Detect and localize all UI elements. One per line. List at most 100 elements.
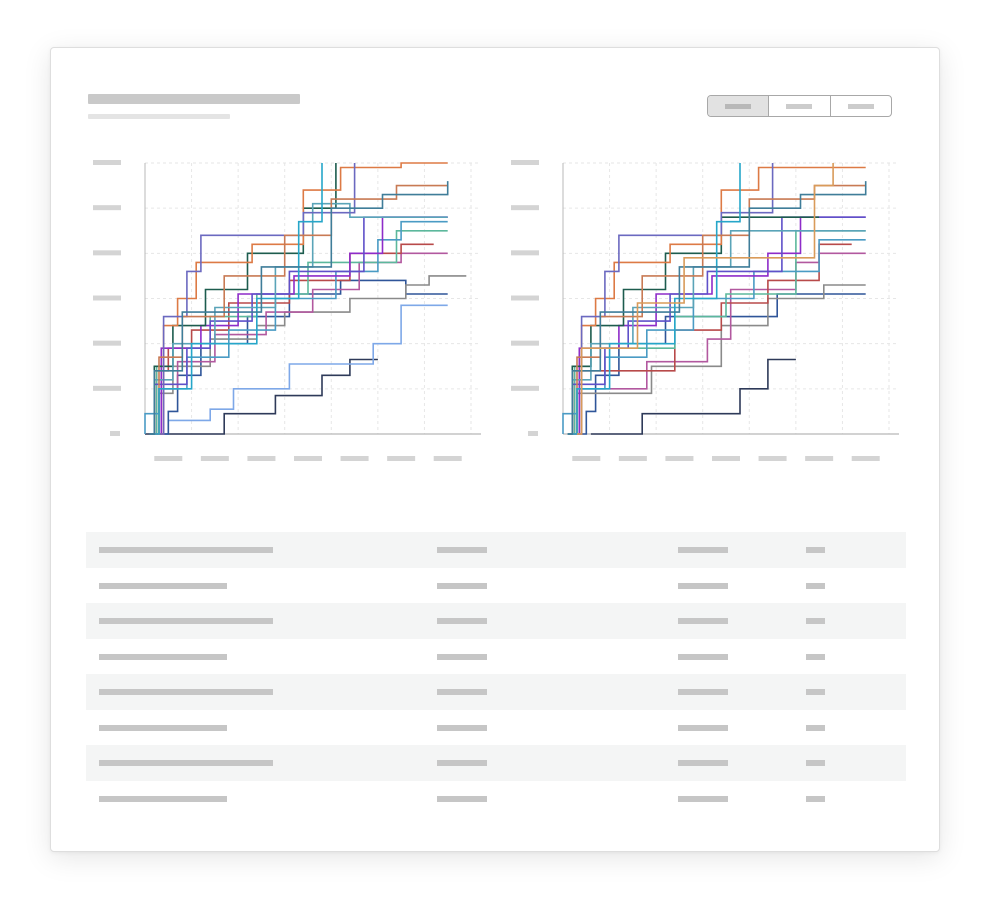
series-line-1 (145, 358, 378, 435)
series-line-7 (562, 239, 866, 434)
y-tick-label (93, 160, 121, 165)
table-cell-3 (678, 689, 728, 695)
x-tick-label (200, 456, 229, 461)
table-cell-2 (437, 582, 487, 589)
table-cell-1 (99, 689, 273, 695)
series-line-1 (590, 358, 796, 435)
x-tick-label (805, 456, 834, 461)
table-cell-1 (99, 618, 273, 624)
table-cell-4 (806, 547, 825, 553)
table-cell-3 (678, 582, 728, 589)
x-tick-label (387, 456, 416, 461)
y-tick-label (110, 431, 120, 436)
table-row[interactable] (86, 532, 906, 568)
page-title (88, 94, 300, 104)
y-tick-label (511, 385, 539, 391)
table-row[interactable] (86, 710, 906, 746)
series-line-3 (572, 284, 866, 435)
report-card (50, 47, 940, 852)
y-tick-label (511, 340, 539, 346)
x-tick-label (758, 456, 787, 461)
x-tick-label (572, 456, 601, 461)
x-tick-label (247, 456, 276, 461)
series-line-6 (570, 230, 866, 435)
table-cell-1 (99, 760, 273, 766)
y-tick-label (511, 295, 539, 301)
table-cell-3 (678, 653, 728, 660)
table-row[interactable] (86, 568, 906, 604)
view-toggle-option-1[interactable] (708, 96, 770, 116)
page-subtitle (88, 114, 230, 119)
table-cell-3 (678, 795, 728, 802)
series-line-6 (152, 243, 434, 435)
series-line-7 (152, 230, 448, 435)
y-tick-label (93, 295, 121, 301)
view-toggle (707, 95, 892, 117)
table-cell-2 (437, 547, 487, 553)
table-cell-2 (437, 760, 487, 766)
table-row[interactable] (86, 781, 906, 817)
view-toggle-option-3-label (847, 103, 874, 109)
series-line-13 (149, 202, 448, 435)
table-cell-4 (806, 689, 825, 695)
series-line-14 (159, 163, 356, 435)
step-chart-right (511, 160, 899, 461)
y-tick-label (93, 250, 121, 256)
series-line-15 (154, 184, 448, 435)
x-tick-label (154, 456, 183, 461)
x-tick-label (294, 456, 322, 461)
series-line-2 (159, 304, 448, 435)
series-line-11 (577, 166, 866, 435)
series-line-15 (572, 163, 741, 435)
series-line-14 (572, 184, 866, 435)
table-cell-1 (99, 724, 227, 731)
table-cell-2 (437, 653, 487, 660)
x-tick-label (712, 456, 740, 461)
table-cell-2 (437, 618, 487, 624)
table-cell-2 (437, 795, 487, 802)
table-cell-4 (806, 653, 825, 660)
table-row[interactable] (86, 674, 906, 710)
series-line-16 (154, 163, 323, 435)
table-cell-3 (678, 724, 728, 731)
view-toggle-option-2-label (786, 103, 813, 109)
y-tick-label (93, 340, 121, 346)
table-cell-1 (99, 795, 227, 802)
series-line-16 (567, 181, 867, 435)
table-cell-3 (678, 760, 728, 766)
y-tick-label (511, 160, 539, 165)
table-cell-1 (99, 653, 227, 660)
table-cell-3 (678, 547, 728, 553)
table-cell-1 (99, 547, 273, 553)
table-row[interactable] (86, 603, 906, 639)
series-line-4 (154, 275, 467, 435)
x-tick-label (340, 456, 369, 461)
y-tick-label (93, 385, 121, 391)
table-cell-4 (806, 724, 825, 731)
results-table (86, 532, 906, 816)
view-toggle-option-3[interactable] (831, 96, 891, 116)
table-row[interactable] (86, 639, 906, 675)
table-cell-3 (678, 618, 728, 624)
x-tick-label (433, 456, 462, 461)
table-cell-4 (806, 582, 825, 589)
y-tick-label (511, 205, 539, 211)
series-line-12 (159, 162, 448, 435)
y-tick-label (528, 431, 538, 436)
x-tick-label (665, 456, 694, 461)
x-tick-label (851, 456, 880, 461)
table-cell-2 (437, 724, 487, 731)
series-line-17 (577, 163, 834, 435)
table-row[interactable] (86, 745, 906, 781)
table-cell-4 (806, 795, 825, 802)
table-cell-2 (437, 689, 487, 695)
view-toggle-option-1-label (725, 103, 752, 109)
y-tick-label (93, 205, 121, 211)
y-tick-label (511, 250, 539, 256)
view-toggle-option-2[interactable] (769, 96, 831, 116)
table-cell-1 (99, 582, 227, 589)
x-tick-label (618, 456, 647, 461)
table-cell-4 (806, 760, 825, 766)
table-cell-4 (806, 618, 825, 624)
step-chart-left (93, 160, 481, 461)
